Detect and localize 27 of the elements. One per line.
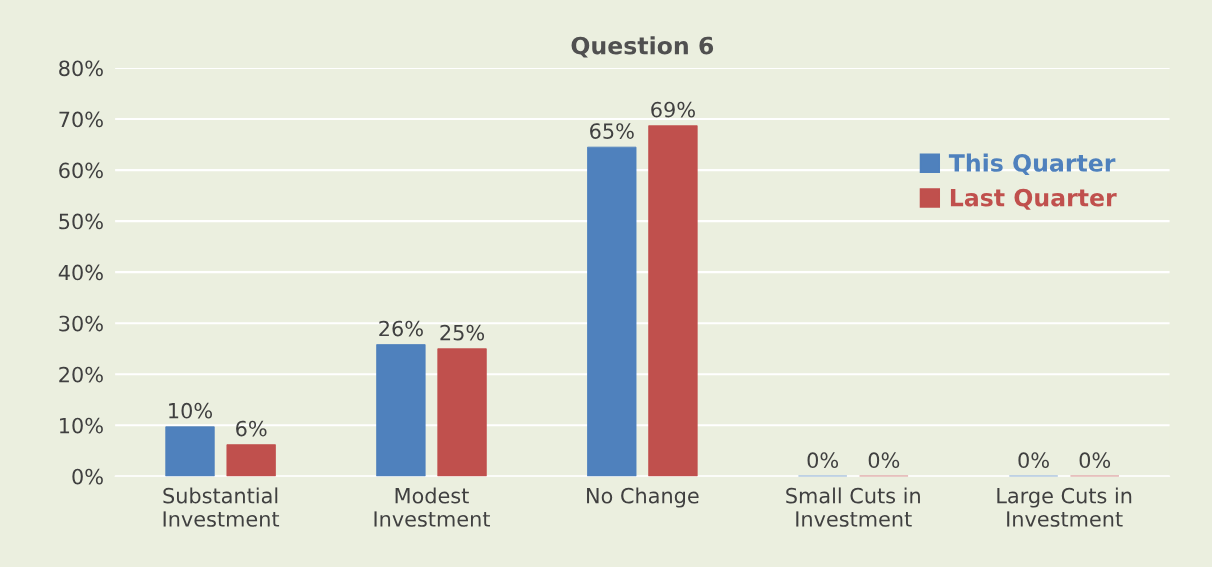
x-tick-label: Modest Investment [374,487,490,527]
y-tick-label: 40% [58,264,103,281]
data-label: 10% [169,402,213,419]
data-label: 0% [868,452,900,469]
legend-label: Last Quarter [950,188,1117,210]
data-label: 0% [807,452,839,469]
y-tick-label: 80% [59,60,103,77]
y-tick-label: 70% [59,111,103,128]
y-tick-label: 30% [59,315,103,332]
data-label: 25% [440,324,485,341]
x-tick-label: Large Cuts in Investment [997,487,1132,527]
legend-label: This Quarter [948,153,1116,175]
data-label: 26% [379,320,423,337]
x-tick-label: Substantial Investment [163,487,280,527]
x-tick-label: Small Cuts in Investment [786,487,920,527]
y-tick-label: 10% [60,417,103,434]
data-label: 0% [1018,452,1049,469]
x-tick-label: No Change [587,487,699,508]
data-label: 69% [651,101,695,118]
data-label: 65% [590,123,634,139]
y-tick-label: 50% [59,213,103,230]
y-tick-label: 60% [59,162,103,179]
data-label: 6% [236,420,267,437]
chart-title: Question 6 [571,36,714,58]
y-tick-label: 20% [59,366,103,383]
y-tick-label: 0% [72,468,103,485]
data-label: 0% [1079,452,1111,469]
